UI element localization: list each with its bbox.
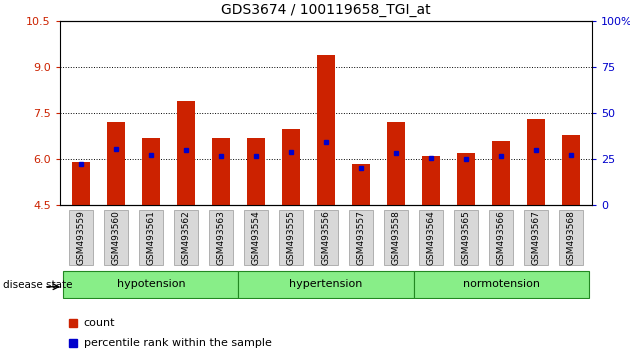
Text: GSM493565: GSM493565 — [462, 210, 471, 265]
FancyBboxPatch shape — [64, 270, 239, 298]
Bar — [177, 101, 195, 205]
FancyBboxPatch shape — [413, 270, 588, 298]
Bar — [563, 135, 580, 205]
Bar — [352, 164, 370, 205]
FancyBboxPatch shape — [349, 210, 374, 264]
FancyBboxPatch shape — [419, 210, 444, 264]
Bar — [72, 162, 89, 205]
Bar — [527, 119, 545, 205]
Text: hypertension: hypertension — [289, 279, 363, 289]
Text: GSM493567: GSM493567 — [532, 210, 541, 265]
Text: GSM493555: GSM493555 — [287, 210, 295, 265]
FancyBboxPatch shape — [69, 210, 93, 264]
Bar — [142, 138, 159, 205]
FancyBboxPatch shape — [103, 210, 128, 264]
Text: GSM493566: GSM493566 — [496, 210, 506, 265]
Bar — [212, 138, 230, 205]
Bar — [422, 156, 440, 205]
FancyBboxPatch shape — [278, 210, 303, 264]
FancyBboxPatch shape — [139, 210, 163, 264]
FancyBboxPatch shape — [559, 210, 583, 264]
Bar — [457, 153, 475, 205]
FancyBboxPatch shape — [239, 270, 413, 298]
FancyBboxPatch shape — [314, 210, 338, 264]
Text: normotension: normotension — [462, 279, 540, 289]
Text: GSM493554: GSM493554 — [251, 210, 260, 264]
FancyBboxPatch shape — [454, 210, 478, 264]
Bar — [493, 141, 510, 205]
FancyBboxPatch shape — [384, 210, 408, 264]
Text: GSM493557: GSM493557 — [357, 210, 365, 265]
Bar — [318, 55, 335, 205]
FancyBboxPatch shape — [489, 210, 513, 264]
Text: GSM493559: GSM493559 — [76, 210, 85, 265]
Text: GSM493558: GSM493558 — [392, 210, 401, 265]
Title: GDS3674 / 100119658_TGI_at: GDS3674 / 100119658_TGI_at — [221, 4, 431, 17]
Text: GSM493556: GSM493556 — [321, 210, 331, 265]
FancyBboxPatch shape — [209, 210, 233, 264]
Text: GSM493561: GSM493561 — [146, 210, 156, 265]
FancyBboxPatch shape — [174, 210, 198, 264]
Text: hypotension: hypotension — [117, 279, 185, 289]
Bar — [387, 122, 405, 205]
Bar — [247, 138, 265, 205]
FancyBboxPatch shape — [244, 210, 268, 264]
FancyBboxPatch shape — [524, 210, 549, 264]
Text: count: count — [84, 318, 115, 328]
Text: GSM493568: GSM493568 — [567, 210, 576, 265]
Text: disease state: disease state — [3, 280, 72, 290]
Bar — [282, 129, 300, 205]
Text: GSM493564: GSM493564 — [427, 210, 435, 264]
Text: percentile rank within the sample: percentile rank within the sample — [84, 338, 272, 348]
Bar — [107, 122, 125, 205]
Text: GSM493560: GSM493560 — [112, 210, 120, 265]
Text: GSM493562: GSM493562 — [181, 210, 190, 264]
Text: GSM493563: GSM493563 — [217, 210, 226, 265]
